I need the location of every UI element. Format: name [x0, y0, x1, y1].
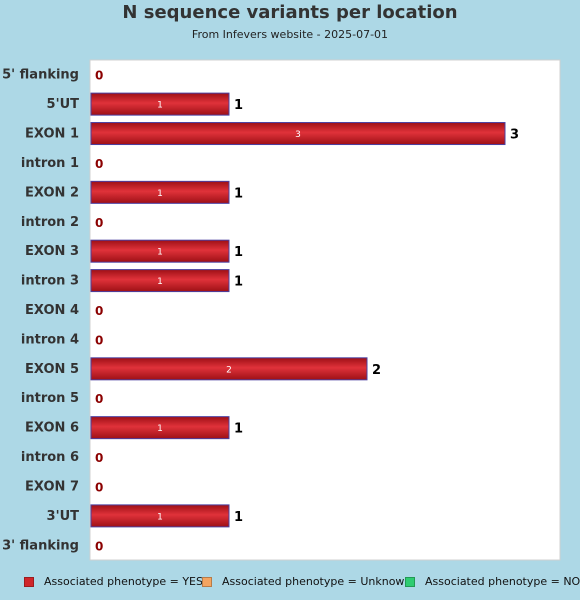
bar-3-ut	[90, 504, 230, 528]
y-tick-label-5-ut: 5'UT	[47, 97, 80, 112]
y-tick-label-exon-3: EXON 3	[25, 244, 79, 259]
bar-total-label-5-flanking: 0	[95, 69, 103, 83]
y-tick-label-intron-6: intron 6	[21, 450, 79, 465]
legend-item-no: Associated phenotype = NO	[405, 575, 580, 588]
bar-total-label-exon-2: 1	[234, 186, 243, 201]
legend-item-unknown: Associated phenotype = Unknown	[202, 575, 411, 588]
bar-exon-2	[90, 180, 230, 204]
bar-5-ut	[90, 92, 230, 116]
bar-inner-label-exon-2: 1	[157, 189, 163, 199]
y-tick-label-3-flanking: 3' flanking	[2, 538, 79, 553]
bar-inner-label-exon-6: 1	[157, 424, 163, 434]
bar-total-label-exon-5: 2	[372, 363, 381, 378]
bar-exon-1	[90, 122, 506, 146]
y-tick-label-exon-5: EXON 5	[25, 362, 79, 377]
y-tick-label-exon-7: EXON 7	[25, 479, 79, 494]
bar-total-label-intron-1: 0	[95, 157, 103, 171]
legend-label-no: Associated phenotype = NO	[425, 575, 580, 588]
bar-exon-5	[90, 357, 368, 381]
bar-total-label-intron-2: 0	[95, 216, 103, 230]
bar-total-label-exon-3: 1	[234, 245, 243, 260]
legend-item-yes: Associated phenotype = YES	[24, 575, 203, 588]
bar-chart: 5' flanking 0 5'UT 1 1 EXON 1 3 3 intron 1 0 EXON …	[2, 59, 561, 561]
bar-exon-3	[90, 239, 230, 263]
bar-total-label-intron-4: 0	[95, 333, 103, 347]
bar-total-label-exon-1: 3	[510, 128, 519, 143]
y-tick-label-5-flanking: 5' flanking	[2, 68, 79, 83]
bar-intron-3	[90, 269, 230, 293]
y-tick-label-exon-2: EXON 2	[25, 185, 79, 200]
bar-total-label-exon-7: 0	[95, 480, 103, 494]
bar-inner-label-intron-3: 1	[157, 277, 163, 287]
bar-total-label-3-ut: 1	[234, 510, 243, 525]
bar-total-label-intron-5: 0	[95, 392, 103, 406]
y-tick-label-intron-5: intron 5	[21, 391, 79, 406]
bar-inner-label-exon-3: 1	[157, 248, 163, 258]
bar-inner-label-3-ut: 1	[157, 512, 163, 522]
bar-total-label-intron-3: 1	[234, 275, 243, 290]
chart-legend: Associated phenotype = YES Associated ph…	[0, 575, 580, 591]
bar-exon-6	[90, 416, 230, 440]
y-tick-label-intron-3: intron 3	[21, 274, 79, 289]
bar-inner-label-exon-5: 2	[226, 365, 232, 375]
legend-swatch-no	[405, 576, 415, 587]
bar-total-label-intron-6: 0	[95, 451, 103, 465]
y-tick-label-intron-1: intron 1	[21, 156, 79, 171]
legend-swatch-unknown	[202, 576, 212, 587]
y-tick-label-intron-4: intron 4	[21, 332, 79, 347]
bar-inner-label-exon-1: 3	[295, 130, 301, 140]
chart-title: N sequence variants per location	[122, 2, 458, 23]
y-tick-label-exon-6: EXON 6	[25, 421, 79, 436]
bar-total-label-5-ut: 1	[234, 98, 243, 113]
bar-inner-label-5-ut: 1	[157, 101, 163, 111]
y-tick-label-3-ut: 3'UT	[47, 509, 80, 524]
legend-label-unknown: Associated phenotype = Unknown	[222, 575, 412, 588]
chart-subtitle: From Infevers website - 2025-07-01	[191, 28, 389, 41]
bar-total-label-exon-4: 0	[95, 304, 103, 318]
y-tick-label-exon-1: EXON 1	[25, 127, 79, 142]
bar-total-label-exon-6: 1	[234, 422, 243, 437]
legend-label-yes: Associated phenotype = YES	[44, 575, 203, 588]
y-tick-label-intron-2: intron 2	[21, 215, 79, 230]
legend-swatch-yes	[24, 576, 34, 587]
y-tick-label-exon-4: EXON 4	[25, 303, 79, 318]
bar-total-label-3-flanking: 0	[95, 539, 103, 553]
